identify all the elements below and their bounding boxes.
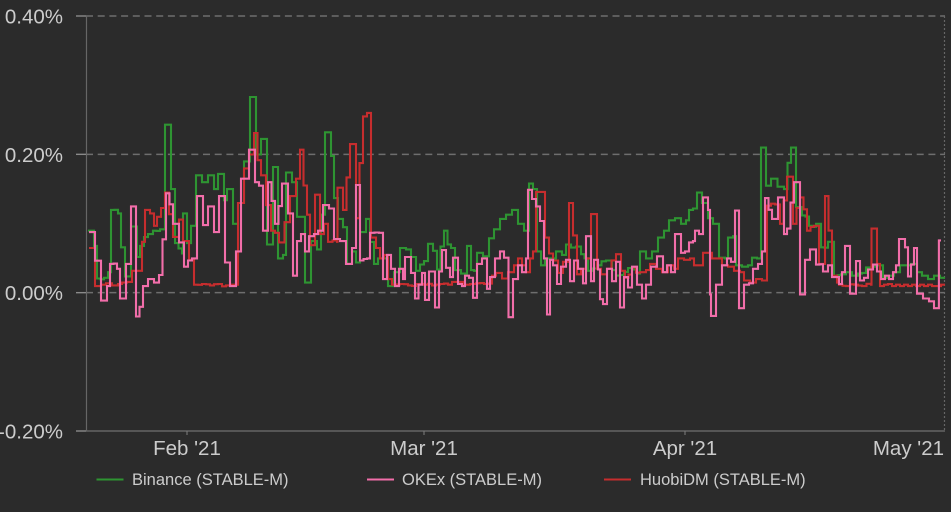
svg-text:OKEx (STABLE-M): OKEx (STABLE-M) <box>402 471 542 489</box>
svg-text:-0.20%: -0.20% <box>0 421 63 444</box>
svg-text:Feb '21: Feb '21 <box>153 437 221 460</box>
svg-text:0.40%: 0.40% <box>5 6 63 29</box>
svg-text:Mar '21: Mar '21 <box>390 437 458 460</box>
svg-text:May '21: May '21 <box>873 437 944 460</box>
svg-text:0.20%: 0.20% <box>5 144 63 167</box>
svg-text:Apr '21: Apr '21 <box>653 437 717 460</box>
svg-text:Binance (STABLE-M): Binance (STABLE-M) <box>132 471 289 489</box>
svg-text:0.00%: 0.00% <box>5 282 63 305</box>
svg-text:HuobiDM (STABLE-M): HuobiDM (STABLE-M) <box>640 471 806 489</box>
